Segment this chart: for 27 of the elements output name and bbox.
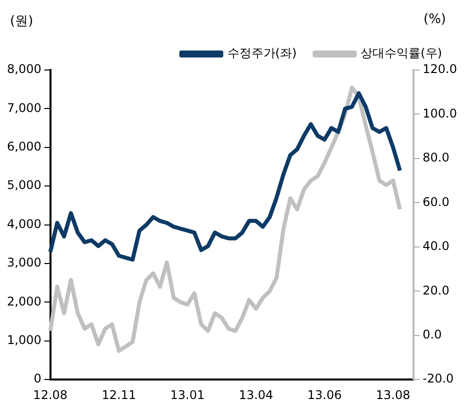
x-tick-label: 12.11 xyxy=(102,388,136,402)
legend-label: 상대수익률(우) xyxy=(360,46,442,60)
y2-tick-label: 20.0 xyxy=(422,283,450,298)
y-tick-label: 5,000 xyxy=(6,178,42,192)
y2-tick-label: 60.0 xyxy=(422,194,450,209)
legend-label: 수정주가(좌) xyxy=(227,46,297,60)
y-tick-label: 7,000 xyxy=(6,100,42,115)
y-tick-label: 0 xyxy=(34,372,42,386)
y-tick-label: 1,000 xyxy=(6,333,42,348)
y-tick-label: 3,000 xyxy=(6,256,42,270)
y2-tick-label: 40.0 xyxy=(422,239,450,254)
y-tick-label: 8,000 xyxy=(6,62,42,76)
x-tick-label: 13.08 xyxy=(376,388,410,402)
y2-tick-label: 120.0 xyxy=(422,62,458,76)
y-tick-label: 2,000 xyxy=(6,294,42,308)
y2-tick-label: -20.0 xyxy=(422,372,454,386)
y2-tick-label: 80.0 xyxy=(422,150,450,165)
x-tick-label: 12.08 xyxy=(33,388,68,402)
y-tick-label: 4,000 xyxy=(6,216,42,231)
y-tick-label: 6,000 xyxy=(6,140,42,154)
y2-tick-label: 100.0 xyxy=(422,106,458,120)
x-tick-label: 13.04 xyxy=(238,388,274,402)
y2-tick-label: 0.0 xyxy=(422,327,442,342)
x-tick-label: 13.06 xyxy=(307,388,342,402)
y-axis-title: (원) xyxy=(10,13,34,30)
x-tick-label: 13.01 xyxy=(170,388,205,402)
y2-axis-title: (%) xyxy=(424,12,446,27)
